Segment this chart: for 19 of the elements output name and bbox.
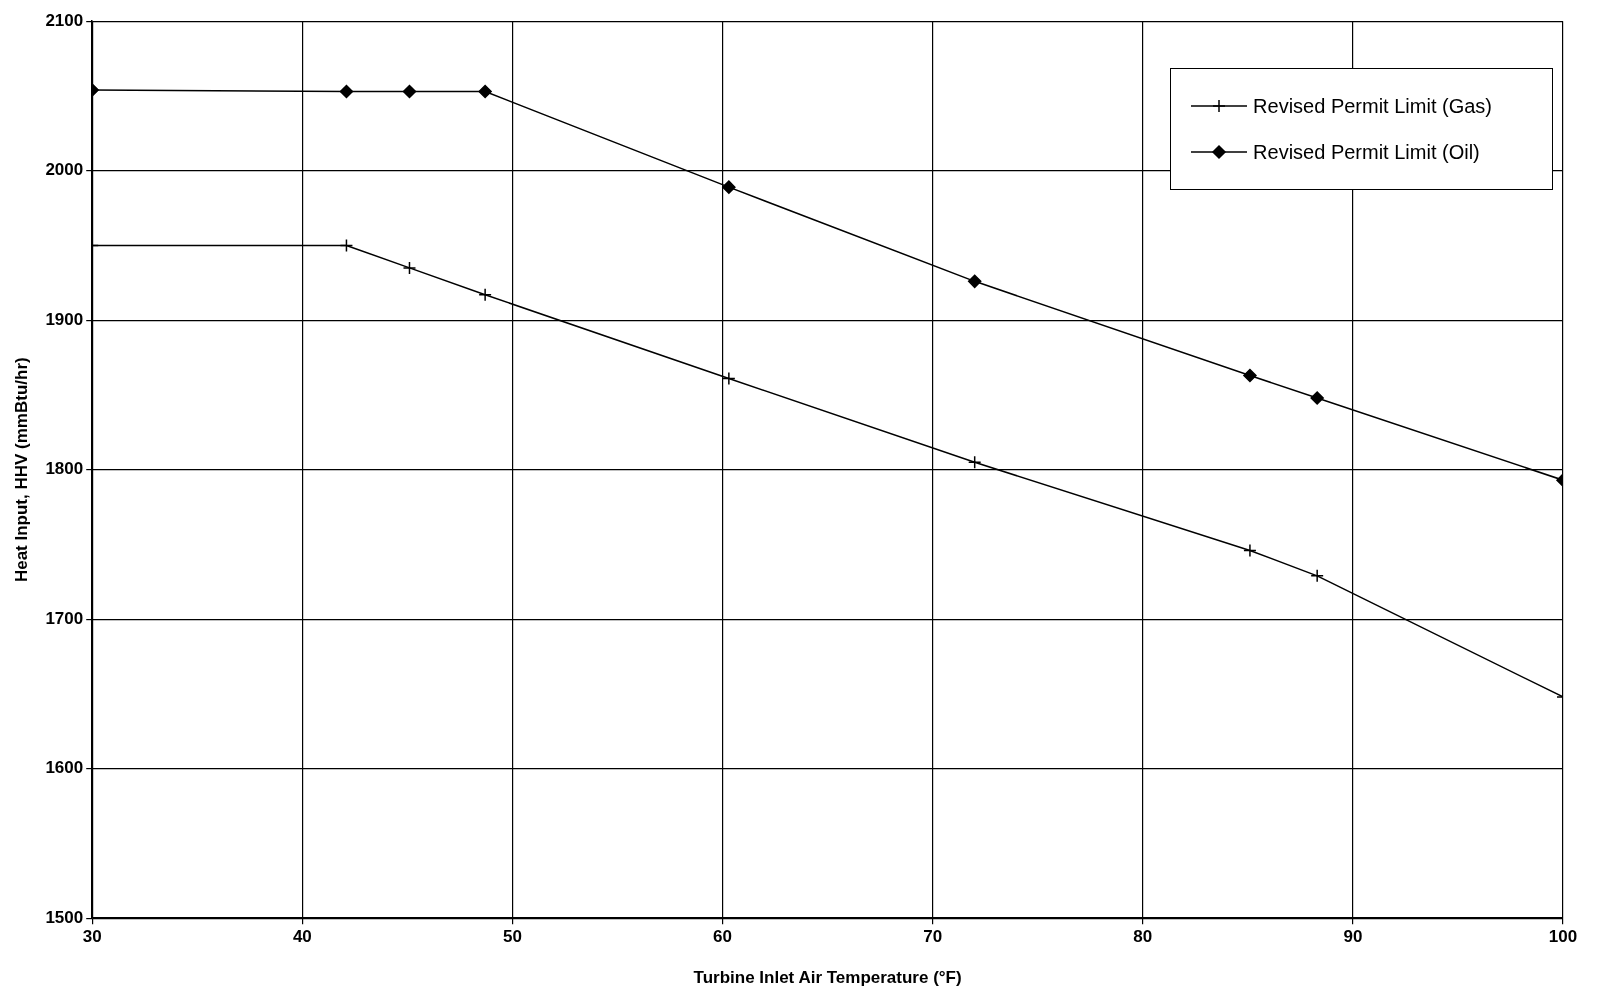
x-tick-label: 70 bbox=[923, 927, 943, 947]
y-tick-label: 1900 bbox=[45, 309, 84, 329]
y-tick-label: 2000 bbox=[45, 160, 84, 180]
x-tick-label: 90 bbox=[1343, 927, 1363, 947]
x-axis-title: Turbine Inlet Air Temperature (°F) bbox=[693, 968, 962, 988]
x-tick-label: 40 bbox=[292, 927, 312, 947]
x-tick-label: 30 bbox=[82, 927, 102, 947]
x-tick-label: 80 bbox=[1133, 927, 1153, 947]
y-axis-title: Heat Input, HHV (mmBtu/hr) bbox=[11, 357, 31, 583]
y-tick-label: 1800 bbox=[45, 459, 84, 479]
legend-label: Revised Permit Limit (Oil) bbox=[1253, 140, 1480, 164]
legend-label: Revised Permit Limit (Gas) bbox=[1253, 94, 1492, 118]
x-tick-label: 50 bbox=[502, 927, 522, 947]
x-tick-label: 60 bbox=[713, 927, 733, 947]
y-tick-label: 1700 bbox=[45, 608, 84, 628]
y-tick-label: 1500 bbox=[45, 907, 84, 927]
x-tick-label: 100 bbox=[1548, 927, 1578, 947]
y-tick-label: 1600 bbox=[45, 758, 84, 778]
y-tick-label: 2100 bbox=[45, 10, 84, 30]
